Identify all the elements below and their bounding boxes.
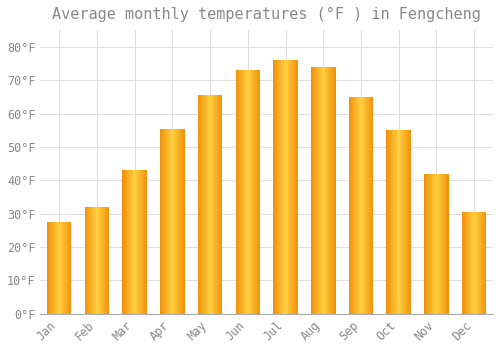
Title: Average monthly temperatures (°F ) in Fengcheng: Average monthly temperatures (°F ) in Fe…	[52, 7, 481, 22]
